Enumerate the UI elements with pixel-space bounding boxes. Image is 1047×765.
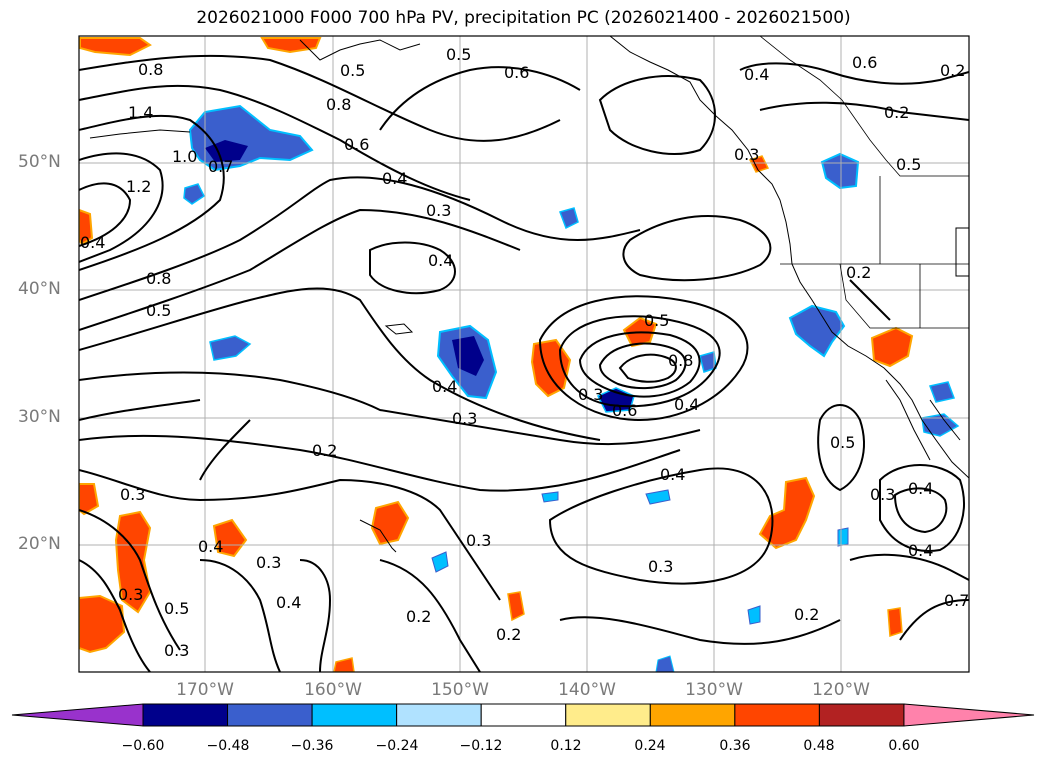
- contour-label: 0.2: [312, 441, 337, 460]
- contour-label: 0.3: [648, 557, 673, 576]
- colorbar-tick-label: −0.36: [290, 738, 334, 754]
- colorbar: [11, 703, 1035, 727]
- lat-label-50n: 50°N: [18, 152, 61, 172]
- contour-label: 0.8: [138, 60, 163, 79]
- contour-label: 0.7: [208, 157, 233, 176]
- contour-label: 0.5: [446, 45, 471, 64]
- contour-label: 0.4: [744, 65, 769, 84]
- lon-label-130w: 130°W: [685, 680, 743, 700]
- contour-label: 0.2: [794, 605, 819, 624]
- colorbar-segment: [311, 703, 398, 727]
- contour-label: 0.7: [944, 591, 969, 610]
- colorbar-tick-label: 0.36: [719, 738, 751, 754]
- lon-label-160w: 160°W: [304, 680, 362, 700]
- lon-label-140w: 140°W: [558, 680, 616, 700]
- colorbar-tick-label: −0.60: [121, 738, 165, 754]
- colorbar-tick-label: −0.48: [206, 738, 250, 754]
- contour-label: 0.2: [406, 607, 431, 626]
- contour-label: 1.2: [126, 177, 151, 196]
- contour-label: 0.3: [466, 531, 491, 550]
- contour-label: 0.4: [660, 465, 685, 484]
- contour-label: 1.4: [128, 103, 153, 122]
- contour-label: 0.6: [852, 53, 877, 72]
- contour-label: 0.4: [80, 233, 105, 252]
- contour-label: 0.5: [830, 433, 855, 452]
- colorbar-tick-label: −0.12: [459, 738, 503, 754]
- colorbar-segment: [734, 703, 820, 727]
- contour-label: 0.4: [428, 251, 453, 270]
- contour-label: 0.2: [884, 103, 909, 122]
- contour-label: 0.3: [426, 201, 451, 220]
- contour-label: 0.4: [908, 541, 933, 560]
- colorbar-segment: [565, 703, 651, 727]
- contour-label: 0.8: [668, 351, 693, 370]
- contour-label: 0.4: [382, 169, 407, 188]
- lon-label-120w: 120°W: [812, 680, 870, 700]
- lon-label-150w: 150°W: [431, 680, 489, 700]
- colorbar-extend-low: [11, 703, 144, 727]
- contour-label: 0.3: [578, 385, 603, 404]
- contour-label: 0.5: [644, 311, 669, 330]
- colorbar-segment: [818, 703, 905, 727]
- contour-labels: 0.8 1.4 1.2 1.0 0.7 0.5 0.6 0.8 0.6 0.4 …: [80, 45, 969, 660]
- colorbar-segment: [480, 703, 567, 727]
- contour-label: 0.4: [432, 377, 457, 396]
- contour-label: 0.5: [164, 599, 189, 618]
- colorbar-tick-label: 0.12: [550, 738, 582, 754]
- colorbar-tick-label: −0.24: [375, 738, 419, 754]
- contour-label: 0.3: [452, 409, 477, 428]
- contour-label: 0.5: [340, 61, 365, 80]
- contour-label: 0.6: [344, 135, 369, 154]
- lat-label-20n: 20°N: [18, 534, 61, 554]
- contour-label: 0.3: [164, 641, 189, 660]
- contour-label: 0.3: [256, 553, 281, 572]
- contour-label: 0.3: [120, 485, 145, 504]
- map-frame: [78, 35, 970, 673]
- colorbar-segment: [396, 703, 482, 727]
- colorbar-segment: [142, 703, 229, 727]
- map-gridlines: [79, 36, 969, 672]
- contour-label: 0.2: [846, 263, 871, 282]
- contour-label: 0.2: [496, 625, 521, 644]
- pv-contours: [79, 54, 969, 672]
- contour-label: 0.4: [674, 395, 699, 414]
- contour-label: 0.3: [870, 485, 895, 504]
- colorbar-tick-label: 0.60: [888, 738, 920, 754]
- contour-label: 0.6: [612, 401, 637, 420]
- lat-label-40n: 40°N: [18, 279, 61, 299]
- contour-label: 1.0: [172, 147, 197, 166]
- colorbar-tick-label: 0.48: [803, 738, 835, 754]
- contour-label: 0.4: [198, 537, 223, 556]
- colorbar-segment: [649, 703, 736, 727]
- colorbar-extend-high: [903, 703, 1035, 727]
- contour-label: 0.6: [504, 63, 529, 82]
- contour-label: 0.4: [276, 593, 301, 612]
- colorbar-segment: [227, 703, 313, 727]
- colorbar-tick-label: 0.24: [634, 738, 666, 754]
- contour-label: 0.3: [734, 145, 759, 164]
- contour-label: 0.5: [146, 301, 171, 320]
- lon-label-170w: 170°W: [176, 680, 234, 700]
- contour-label: 0.2: [940, 61, 965, 80]
- coastlines: [89, 36, 969, 553]
- contour-label: 0.5: [896, 155, 921, 174]
- contour-label: 0.8: [146, 269, 171, 288]
- contour-label: 0.3: [118, 585, 143, 604]
- contour-label: 0.8: [326, 95, 351, 114]
- contour-label: 0.4: [908, 479, 933, 498]
- map-title: 2026021000 F000 700 hPa PV, precipitatio…: [196, 8, 851, 28]
- lat-label-30n: 30°N: [18, 407, 61, 427]
